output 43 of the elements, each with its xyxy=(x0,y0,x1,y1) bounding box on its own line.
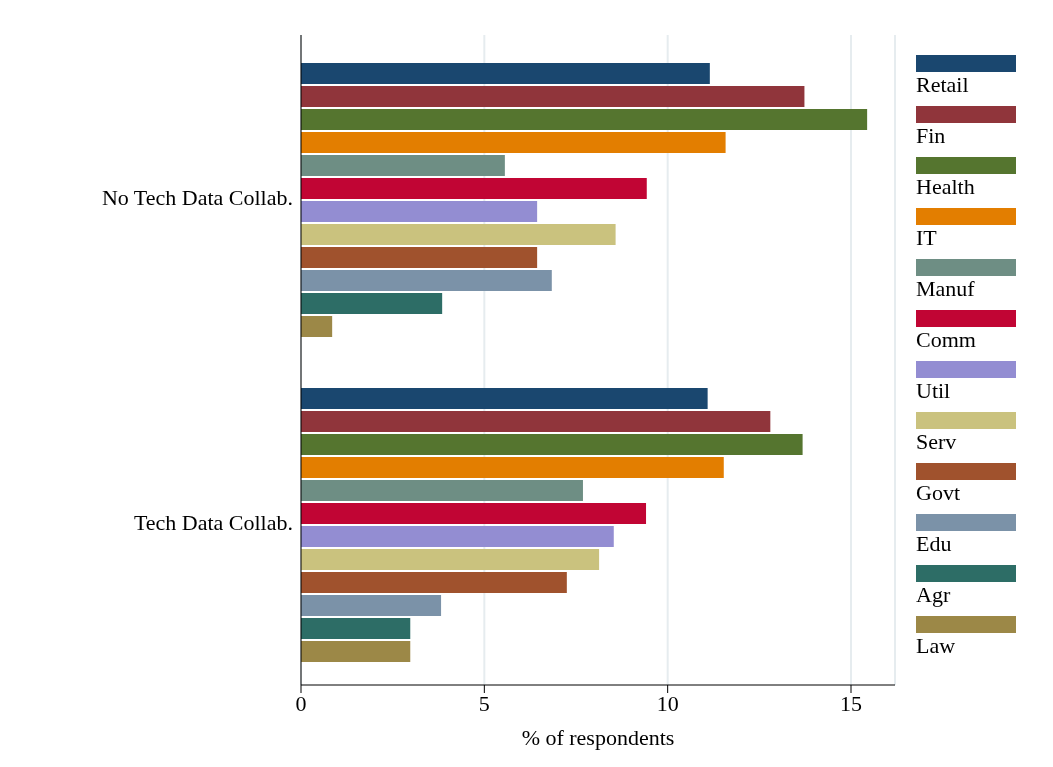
x-axis-title: % of respondents xyxy=(521,725,675,750)
legend-label: Health xyxy=(916,174,976,200)
bar xyxy=(301,201,538,222)
bar xyxy=(301,457,724,478)
bar xyxy=(301,178,647,199)
bar xyxy=(301,411,771,432)
bar xyxy=(301,293,443,314)
bar xyxy=(301,549,600,570)
bar xyxy=(301,224,616,245)
text: IT xyxy=(916,225,938,251)
bar xyxy=(301,434,803,455)
bar xyxy=(301,480,583,501)
bar xyxy=(301,63,710,84)
legend-label: Edu xyxy=(916,531,953,557)
bar xyxy=(301,155,505,176)
bar xyxy=(301,503,647,524)
legend-label: Manuf xyxy=(916,276,976,302)
bar xyxy=(301,595,442,616)
bar xyxy=(301,132,726,153)
legend-label: Comm xyxy=(916,327,977,353)
bar xyxy=(301,618,411,639)
legend-label: Serv xyxy=(916,429,958,455)
y-tick-label: No Tech Data Collab. xyxy=(101,185,293,211)
x-tick-label: 5 xyxy=(478,690,490,716)
x-tick-label: 15 xyxy=(840,690,862,716)
legend-label: Util xyxy=(916,378,952,404)
legend-label: Fin xyxy=(916,123,947,149)
legend-label: Retail xyxy=(916,72,970,98)
x-tick-label: 0 xyxy=(295,690,307,716)
bar xyxy=(301,641,411,662)
legend-label: Law xyxy=(916,633,957,659)
bar xyxy=(301,316,333,337)
legend-label: Govt xyxy=(916,480,961,506)
bar xyxy=(301,572,567,593)
x-tick-label: 10 xyxy=(656,690,679,716)
bar xyxy=(301,270,552,291)
legend-label: Agr xyxy=(916,582,952,608)
bar xyxy=(301,247,538,268)
bar xyxy=(301,388,708,409)
bar xyxy=(301,86,805,107)
y-tick-label: Tech Data Collab. xyxy=(133,510,293,536)
bar xyxy=(301,526,614,547)
bar xyxy=(301,109,868,130)
